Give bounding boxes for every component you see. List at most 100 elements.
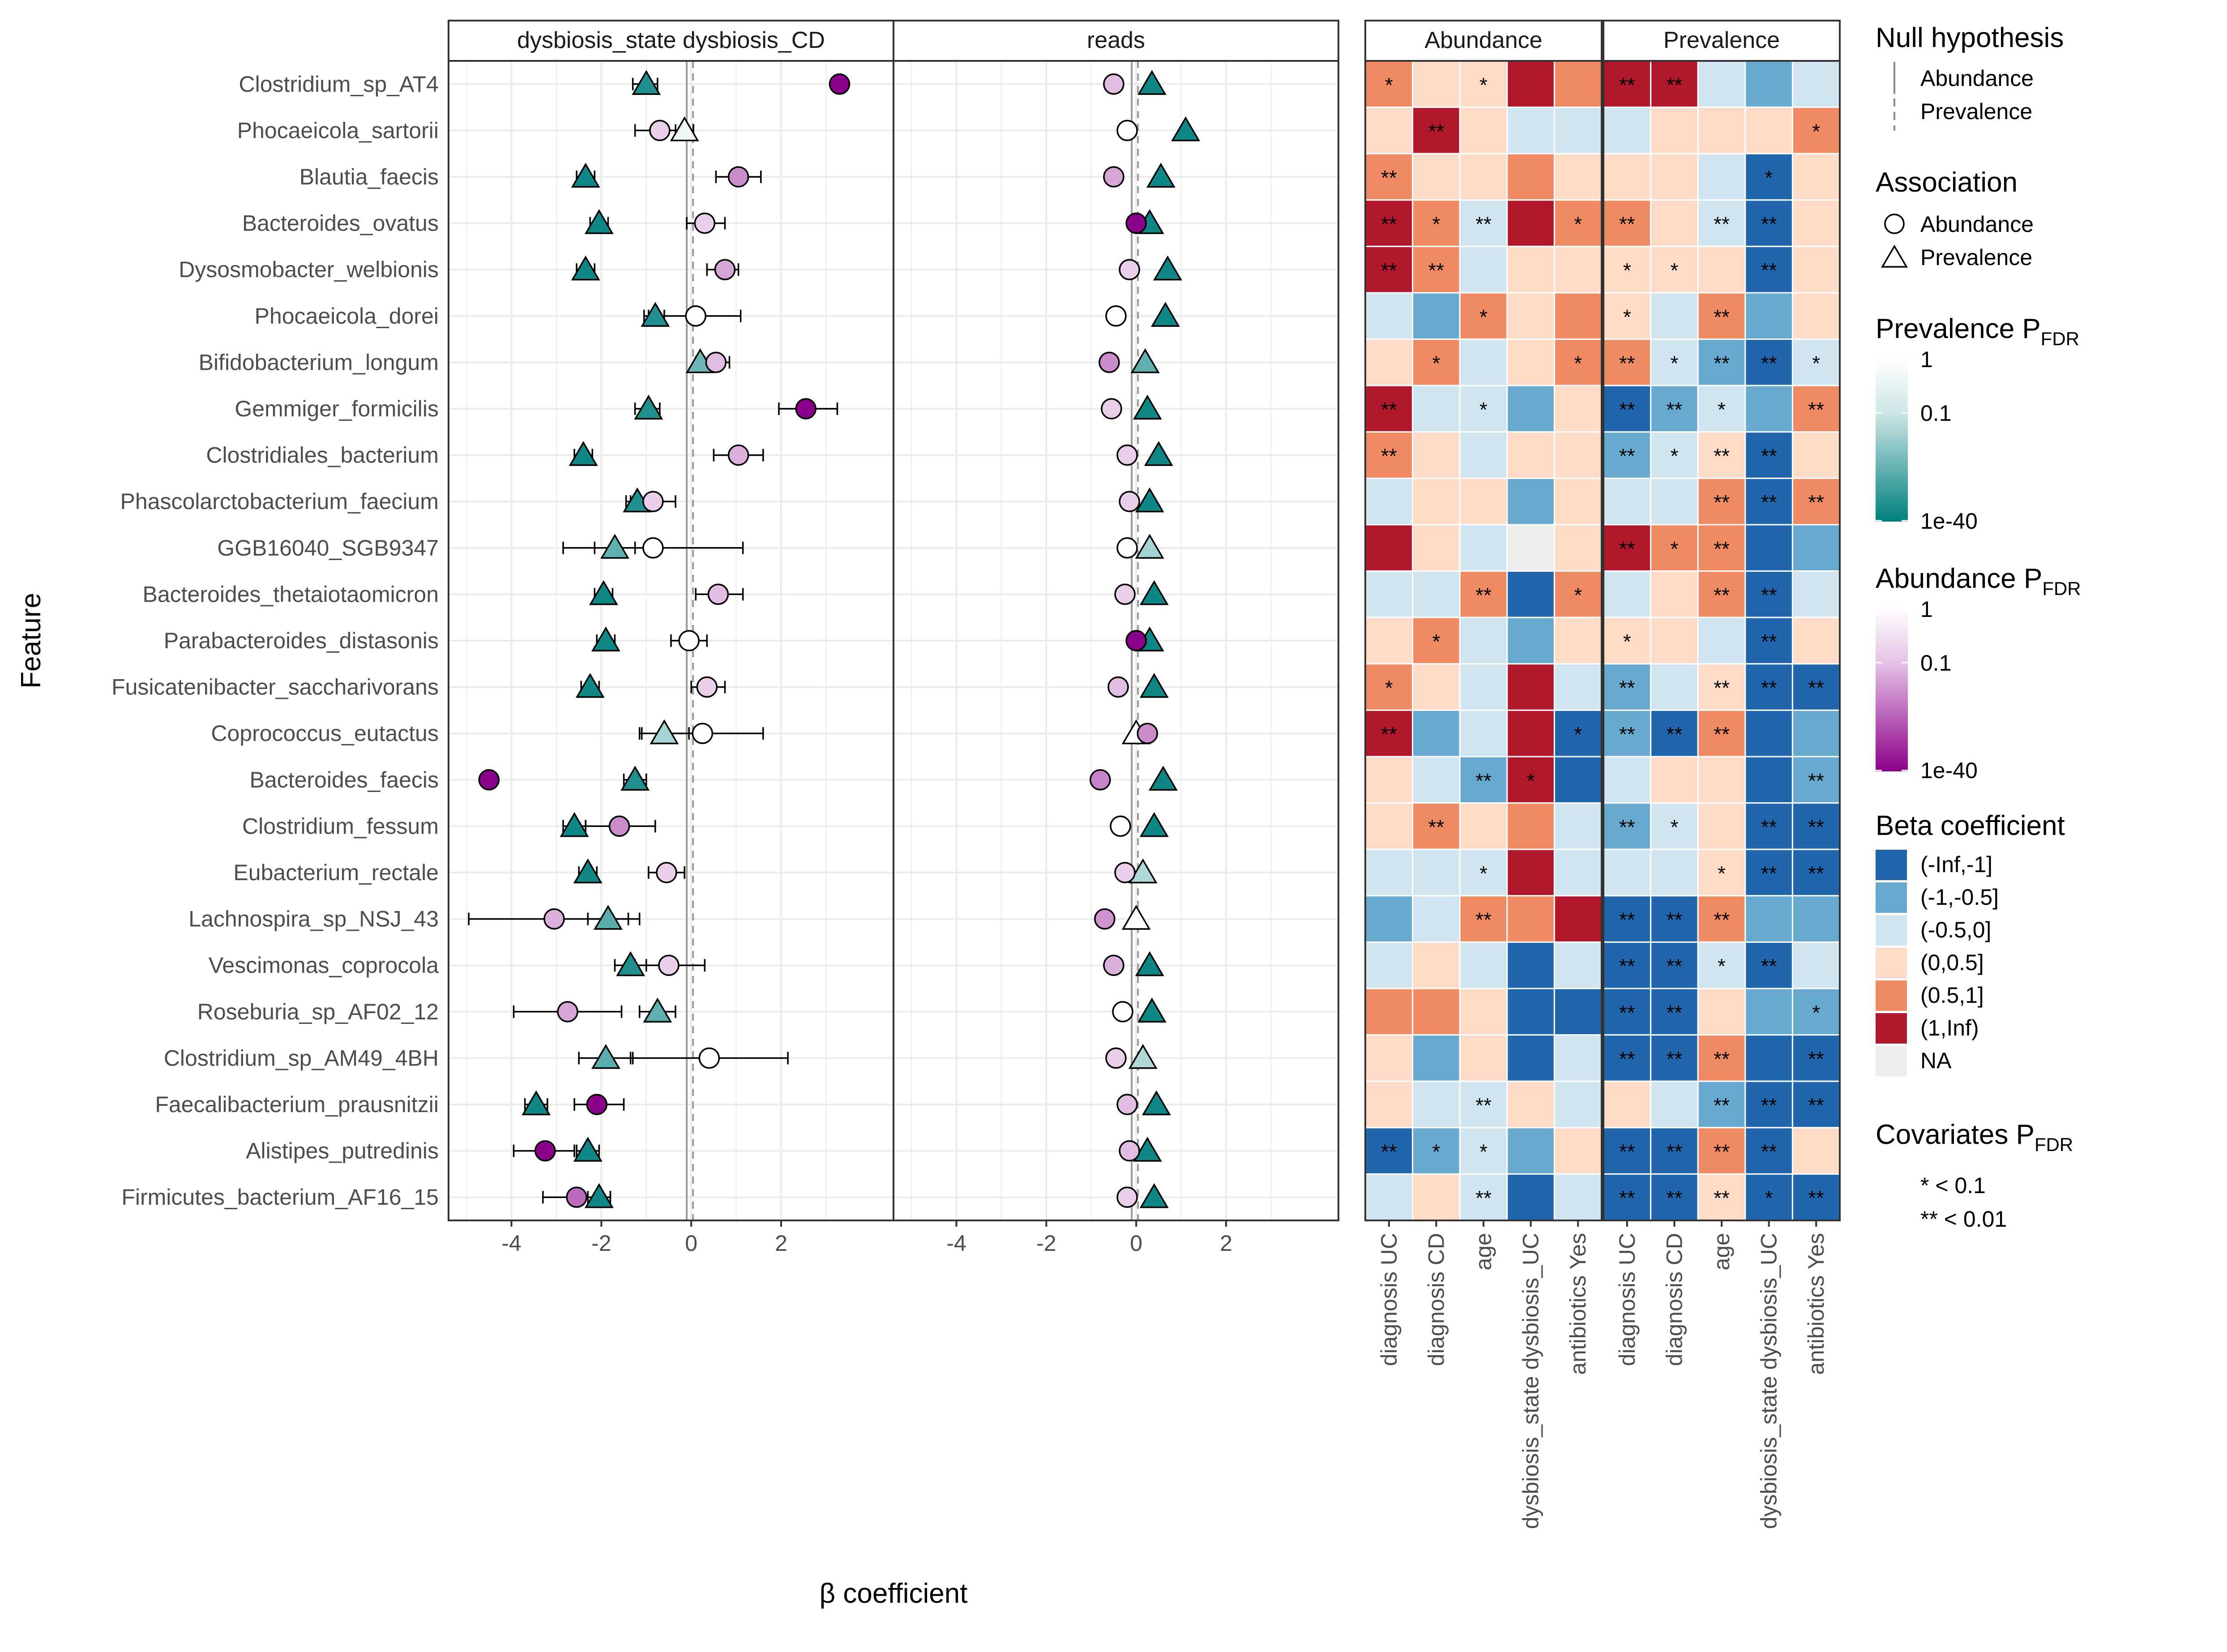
- heatmap-star: **: [1808, 1186, 1824, 1210]
- abundance-point: [707, 583, 729, 605]
- abundance-point: [1103, 166, 1124, 188]
- x-axis-title: β coefficient: [820, 1578, 968, 1609]
- heatmap-star: **: [1475, 1186, 1492, 1210]
- heatmap-cell: [1553, 895, 1603, 943]
- heatmap-star: *: [1574, 723, 1582, 746]
- heatmap-star: *: [1718, 954, 1726, 978]
- heatmap-cell: [1603, 848, 1652, 897]
- heatmap-cell: [1506, 199, 1555, 247]
- heatmap-cell: [1553, 153, 1603, 201]
- heatmap-star: **: [1714, 723, 1730, 746]
- heatmap-star: **: [1666, 723, 1682, 746]
- heatmap-cell: [1650, 524, 1699, 572]
- heatmap-cell: [1364, 848, 1414, 897]
- prevalence-point: [589, 580, 618, 605]
- heatmap-cell: [1553, 107, 1603, 154]
- heatmap-star: *: [1765, 1186, 1773, 1210]
- heatmap-star: *: [1432, 630, 1440, 653]
- heatmap-star: *: [1479, 398, 1488, 421]
- abund-p-label-1e-40: 1e-40: [1920, 758, 1978, 783]
- feature-label: Dysosmobacter_welbionis: [179, 257, 439, 282]
- legend-null-prevalence: Prevalence: [1920, 99, 2032, 124]
- abundance-point: [566, 1186, 587, 1208]
- prevalence-point: [1133, 1137, 1162, 1162]
- heatmap-star: **: [1619, 676, 1635, 700]
- heatmap-cell: [1412, 941, 1461, 989]
- panel-strip-reads-label: reads: [1087, 27, 1145, 53]
- feature-label: Alistipes_putredinis: [246, 1138, 439, 1164]
- abundance-point: [1116, 537, 1138, 559]
- heatmap-star: **: [1808, 815, 1824, 839]
- heatmap-cell: [1603, 570, 1652, 618]
- heatmap-cell: [1744, 988, 1793, 1036]
- heatmap-cell: [1603, 756, 1652, 804]
- prevalence-point: [591, 626, 620, 652]
- beta-legend-label: (-1,-0.5]: [1920, 885, 1999, 910]
- feature-label: Bacteroides_faecis: [250, 767, 439, 792]
- prevalence-point: [643, 997, 672, 1023]
- heatmap-cell: [1791, 1080, 1841, 1129]
- heatmap-cell: [1412, 431, 1461, 479]
- heatmap-star: *: [1812, 1001, 1820, 1024]
- prevalence-point: [616, 951, 645, 976]
- abundance-point: [1112, 1001, 1133, 1023]
- abundance-point: [478, 769, 500, 791]
- feature-label: Lachnospira_sp_NSJ_43: [188, 907, 439, 932]
- heatmap-cell: [1791, 848, 1841, 897]
- heatmap-cell: [1506, 1034, 1555, 1082]
- y-axis-title: Feature: [16, 593, 47, 689]
- legend-cov-star-1: * < 0.1: [1920, 1173, 1986, 1198]
- abundance-point: [727, 444, 749, 466]
- heatmap-cell: [1791, 431, 1841, 479]
- legend-prev-p-title: Prevalence PFDR: [1876, 313, 2079, 349]
- abundance-point: [829, 73, 851, 95]
- heatmap-cell: [1459, 663, 1508, 711]
- heatmap-cell: [1364, 292, 1414, 340]
- prevalence-point: [1139, 580, 1169, 605]
- beta-legend-key: [1876, 948, 1907, 978]
- prevalence-point: [1139, 812, 1169, 837]
- heatmap-column-labels: diagnosis UC diagnosis CD age dysbiosis_sta…: [1376, 1220, 1829, 1529]
- heatmap-cell: [1650, 245, 1699, 294]
- x-tick-label: -4: [946, 1231, 966, 1256]
- heatmap-star: **: [1619, 1140, 1635, 1164]
- heatmap-cell: [1603, 107, 1652, 154]
- heatmap-cell: [1553, 1034, 1603, 1082]
- feature-label: Parabacteroides_distasonis: [164, 628, 439, 653]
- heatmap-cell: [1553, 941, 1603, 989]
- heatmap-cell: [1459, 709, 1508, 758]
- legend-assoc-prevalence: Prevalence: [1920, 245, 2032, 270]
- heatmap-star: *: [1432, 1140, 1440, 1164]
- heatmap-cell: [1506, 1127, 1555, 1175]
- abundance-point: [642, 491, 664, 512]
- heatmap-star: **: [1428, 259, 1444, 282]
- heatmap-cell: [1603, 153, 1652, 201]
- heatmap-cell: [1603, 524, 1652, 572]
- heatmap-cell: [1553, 616, 1603, 665]
- heatmap-cell: [1744, 895, 1793, 943]
- heatmap-star: **: [1761, 445, 1777, 468]
- heatmap-column-label: age: [1471, 1233, 1496, 1270]
- abundance-point: [1090, 769, 1111, 791]
- heatmap-star: **: [1761, 491, 1777, 514]
- feature-label: GGB16040_SGB9347: [217, 535, 439, 561]
- heatmap-cell: [1412, 1080, 1461, 1129]
- heatmap-star: **: [1761, 1094, 1777, 1117]
- heatmap-star: **: [1666, 1047, 1682, 1070]
- abundance-point: [1119, 259, 1140, 280]
- feature-label: Clostridium_sp_AT4: [239, 72, 439, 97]
- heatmap-cell: [1650, 199, 1699, 247]
- prevalence-point: [634, 394, 663, 420]
- heatmap-star: *: [1670, 537, 1678, 561]
- heatmap-cell: [1364, 431, 1414, 479]
- x-tick-label: -2: [591, 1231, 611, 1256]
- prevalence-point: [560, 812, 589, 837]
- prevalence-point: [1133, 394, 1162, 420]
- heatmap-cell: [1459, 802, 1508, 850]
- heatmap-cell: [1791, 895, 1841, 943]
- heatmap-cell: [1553, 431, 1603, 479]
- heatmap-cell: [1697, 756, 1746, 804]
- prev-p-label-0.1: 0.1: [1920, 401, 1952, 426]
- heatmap-cell: [1697, 153, 1746, 201]
- heatmap-cell: [1506, 477, 1555, 526]
